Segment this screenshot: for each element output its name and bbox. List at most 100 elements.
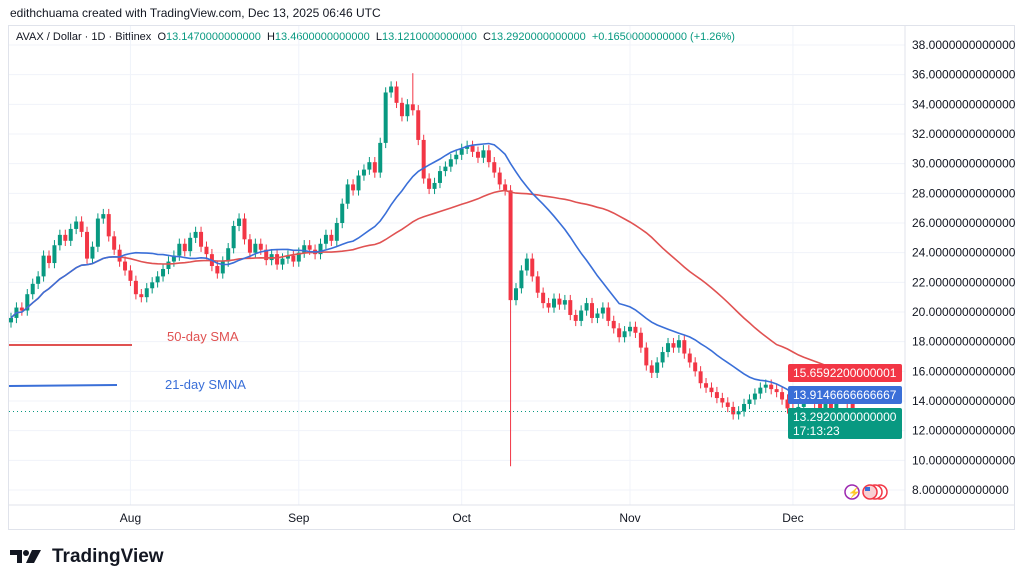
last-price-tag-bg bbox=[788, 408, 902, 439]
open-value: 13.1470000000000 bbox=[166, 31, 261, 43]
candle-body bbox=[513, 288, 518, 301]
symbol-name[interactable]: AVAX / Dollar · 1D · Bitfinex bbox=[16, 31, 152, 43]
candle-body bbox=[63, 234, 68, 241]
events-icons[interactable]: ⚡ bbox=[844, 484, 888, 500]
candle-body bbox=[52, 245, 57, 264]
chart-frame bbox=[8, 25, 1015, 530]
candle-body bbox=[666, 343, 671, 353]
candle-body bbox=[427, 178, 432, 189]
candle-body bbox=[416, 110, 421, 140]
candle-body bbox=[693, 362, 698, 372]
candle-body bbox=[828, 402, 833, 410]
lightning-glyph: ⚡ bbox=[848, 486, 860, 499]
y-tick-label: 12.0000000000000 bbox=[912, 424, 1016, 438]
change-value: +0.1650000000000 (+1.26%) bbox=[591, 31, 735, 43]
candle-body bbox=[41, 255, 46, 277]
tradingview-logo-icon bbox=[10, 550, 41, 563]
candle-body bbox=[112, 236, 117, 250]
candle-body bbox=[220, 261, 225, 274]
candle-body bbox=[486, 150, 491, 163]
candle-body bbox=[774, 389, 779, 393]
smma21-annotation: 21-day SMNA bbox=[165, 377, 246, 392]
candle-body bbox=[106, 214, 111, 237]
grid bbox=[9, 26, 905, 505]
candle-body bbox=[546, 303, 551, 308]
candle-body bbox=[74, 221, 79, 229]
candle-body bbox=[25, 294, 30, 311]
close-label: C bbox=[482, 31, 491, 43]
candle-body bbox=[166, 261, 171, 269]
y-tick-label: 16.0000000000000 bbox=[912, 364, 1016, 378]
candle-body bbox=[345, 184, 350, 204]
tradingview-logo[interactable]: TradingView bbox=[10, 546, 164, 568]
candle-body bbox=[47, 255, 52, 264]
candle-body bbox=[818, 403, 823, 409]
candle-body bbox=[253, 243, 258, 253]
y-tick-label: 14.0000000000000 bbox=[912, 394, 1016, 408]
candle-body bbox=[617, 328, 622, 338]
candle-body bbox=[628, 326, 633, 332]
candle-body bbox=[590, 303, 595, 318]
sma50-price-tag: 15.6592200000001 bbox=[793, 366, 897, 380]
candle-body bbox=[226, 248, 231, 262]
y-tick-label: 38.0000000000000 bbox=[912, 38, 1016, 52]
candle-body bbox=[448, 159, 453, 167]
last-price-tag: 13.2920000000000 bbox=[793, 410, 897, 424]
candle-body bbox=[57, 234, 62, 246]
candle-body bbox=[101, 214, 106, 219]
candle-body bbox=[747, 399, 752, 404]
candle-body bbox=[421, 139, 426, 179]
candle-body bbox=[644, 347, 649, 366]
y-tick-label: 36.0000000000000 bbox=[912, 68, 1016, 82]
smma21-line bbox=[10, 142, 859, 403]
y-tick-label: 10.0000000000000 bbox=[912, 453, 1016, 467]
candle-body bbox=[823, 402, 828, 409]
candle-body bbox=[177, 243, 182, 256]
candle-body bbox=[85, 231, 90, 259]
candle-body bbox=[470, 145, 475, 152]
y-tick-label: 18.0000000000000 bbox=[912, 335, 1016, 349]
candle-body bbox=[231, 225, 236, 249]
candle-body bbox=[79, 221, 84, 232]
candle-body bbox=[769, 384, 774, 390]
y-tick-label: 30.0000000000000 bbox=[912, 157, 1016, 171]
candle-body bbox=[600, 307, 605, 314]
candle-body bbox=[660, 352, 665, 363]
candle-body bbox=[372, 162, 377, 173]
candle-body bbox=[709, 387, 714, 393]
y-tick-label: 26.0000000000000 bbox=[912, 216, 1016, 230]
candle-body bbox=[275, 254, 280, 265]
candle-body bbox=[399, 102, 404, 117]
candle-body bbox=[720, 398, 725, 403]
candle-body bbox=[193, 231, 198, 238]
y-tick-label: 32.0000000000000 bbox=[912, 127, 1016, 141]
candle-body bbox=[530, 258, 535, 277]
candle-body bbox=[351, 184, 356, 191]
candle-body bbox=[649, 365, 654, 373]
x-tick-label: Dec bbox=[782, 511, 803, 525]
candle-body bbox=[758, 387, 763, 394]
candle-body bbox=[736, 411, 741, 415]
candle-body bbox=[340, 203, 345, 223]
candle-body bbox=[329, 234, 334, 241]
lightning-icon[interactable] bbox=[844, 484, 860, 500]
candle-body bbox=[579, 310, 584, 321]
candle-body bbox=[524, 258, 529, 271]
candle-body bbox=[95, 218, 100, 247]
candle-body bbox=[497, 172, 502, 185]
candle-body bbox=[139, 294, 144, 298]
y-tick-label: 8.0000000000000 bbox=[912, 483, 1009, 497]
candle-body bbox=[133, 280, 138, 295]
candle-body bbox=[742, 403, 747, 412]
candle-body bbox=[508, 190, 513, 301]
candle-body bbox=[394, 86, 399, 103]
candle-body bbox=[30, 283, 35, 295]
candle-body bbox=[323, 234, 328, 244]
candle-body bbox=[785, 399, 790, 409]
y-tick-label: 20.0000000000000 bbox=[912, 305, 1016, 319]
candle-body bbox=[367, 162, 372, 170]
candle-body bbox=[443, 166, 448, 172]
candle-body bbox=[568, 300, 573, 315]
candle-body bbox=[633, 326, 638, 333]
